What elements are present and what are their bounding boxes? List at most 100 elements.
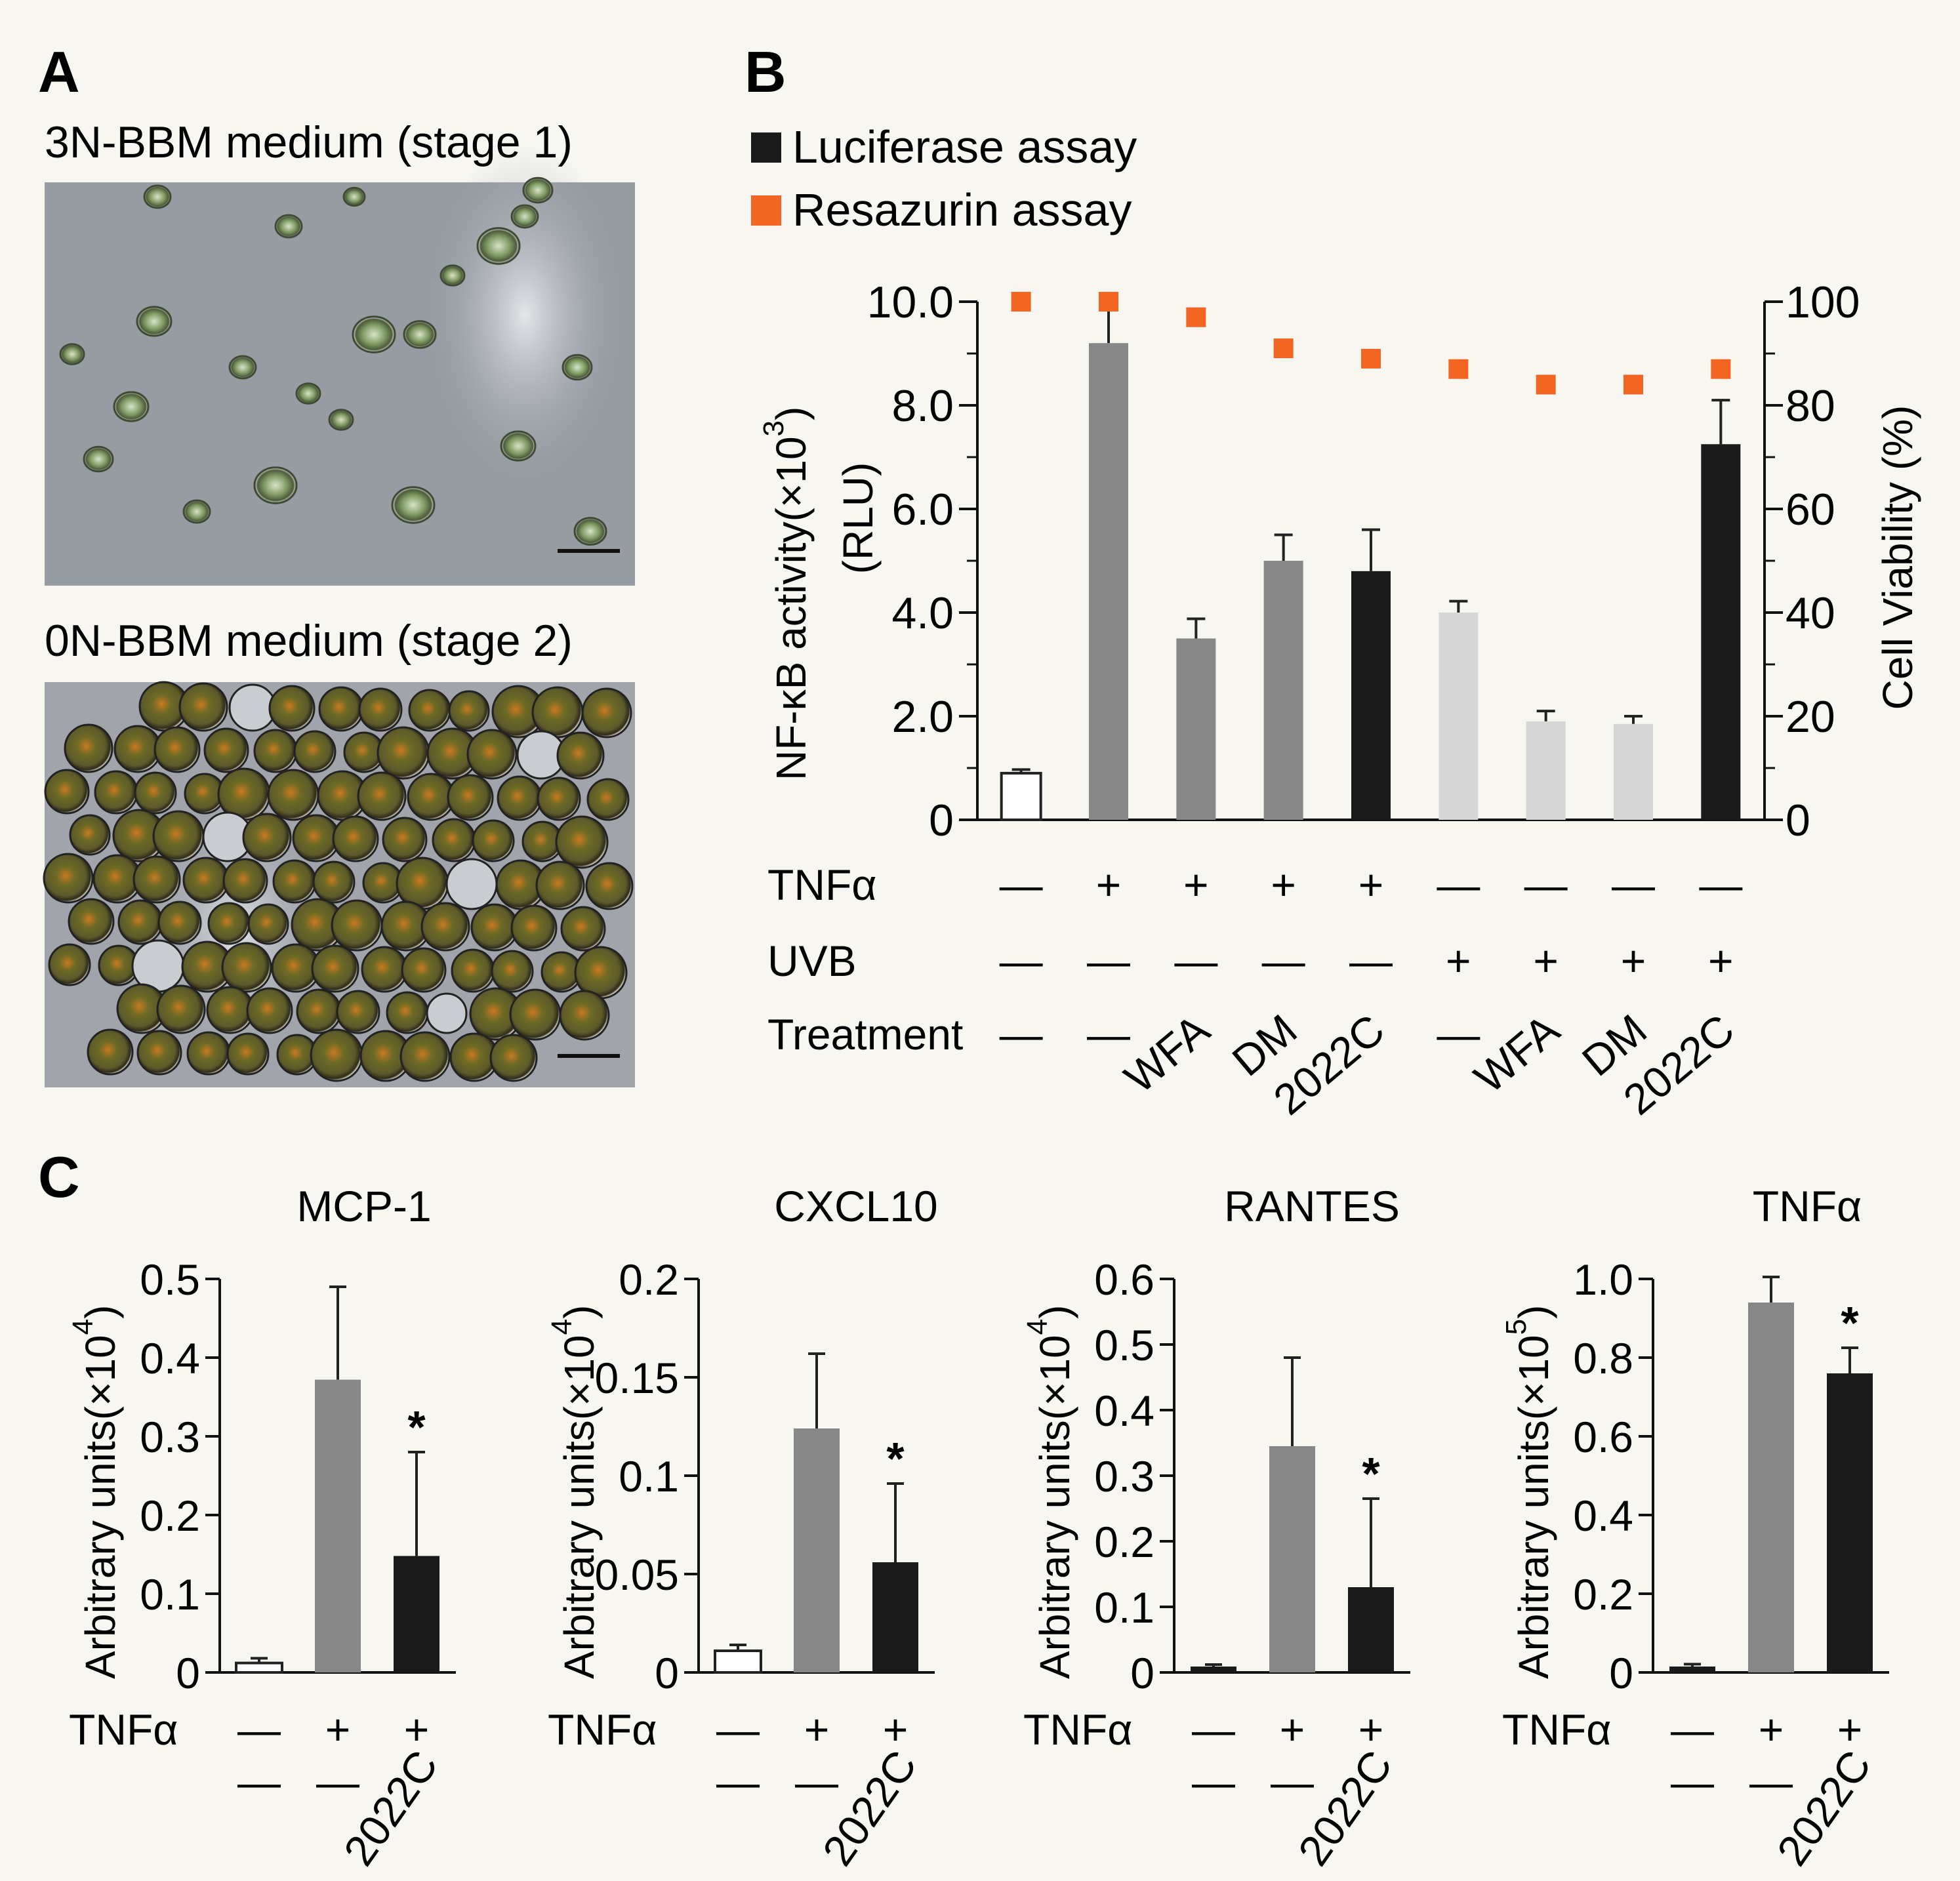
chart-mcp-1: MCP-1 Arbitrary units(×104) 0 0.1 0.2 0.3 0.4 0… xyxy=(67,1182,456,1874)
cell xyxy=(391,486,436,524)
bar xyxy=(1669,1667,1715,1672)
bar xyxy=(1348,1587,1394,1672)
uvb-sign: + xyxy=(1533,937,1559,985)
tnf-sign: + xyxy=(325,1705,351,1754)
cell xyxy=(268,685,316,732)
cell xyxy=(247,903,289,945)
y-tick-label: 0.6 xyxy=(1094,1255,1154,1304)
y-right-tick-label: 100 xyxy=(1786,277,1860,327)
cell xyxy=(445,858,498,910)
row-label-tnf: TNFα xyxy=(548,1705,657,1754)
cell xyxy=(253,729,298,773)
cell xyxy=(361,946,408,993)
y-tick-label: 0.5 xyxy=(1094,1321,1154,1369)
chart-tnf-: TNFα Arbitrary units(×105) 0 0.2 0.4 0.6 0.8 1.… xyxy=(1500,1182,1889,1874)
treatment-label: — xyxy=(237,1758,281,1806)
cell xyxy=(328,409,354,431)
cell xyxy=(586,778,630,821)
cell xyxy=(133,855,181,904)
cell xyxy=(113,391,150,422)
treatment-label: WFA xyxy=(1465,1005,1568,1102)
uvb-sign: — xyxy=(1087,937,1130,985)
cell xyxy=(152,810,205,862)
bar-luciferase xyxy=(1526,721,1566,820)
cell xyxy=(207,902,251,945)
y-right-axis-label: Cell Viability (%) xyxy=(1874,405,1921,710)
cell xyxy=(43,853,94,904)
cell xyxy=(292,814,340,862)
cell xyxy=(311,944,359,993)
bar-luciferase xyxy=(1089,343,1128,820)
y-left-tick-label: 6.0 xyxy=(891,485,954,535)
cell xyxy=(470,903,519,952)
legend-swatch-resazurin xyxy=(751,195,781,226)
legend-swatch-luciferase xyxy=(751,132,781,163)
cell xyxy=(182,857,230,904)
tnf-sign: + xyxy=(1280,1705,1305,1754)
bar-luciferase xyxy=(1263,561,1303,820)
y-tick-label: 0.1 xyxy=(140,1570,200,1619)
cell xyxy=(509,988,561,1041)
y-left-tick-label: 4.0 xyxy=(891,588,954,638)
cell xyxy=(153,726,201,773)
chart-rantes: RANTES Arbitrary units(×104) 0 0.1 0.2 0.3 0.4… xyxy=(1021,1182,1410,1874)
tnf-sign: + xyxy=(804,1705,830,1754)
row-label-tnf: TNFα xyxy=(1023,1705,1132,1754)
tnf-sign: + xyxy=(404,1705,430,1754)
treatment-label: — xyxy=(1437,1010,1480,1059)
panel-label-c: C xyxy=(38,1144,80,1209)
y-tick-label: 0.8 xyxy=(1573,1334,1633,1383)
cell xyxy=(352,315,396,354)
y-left-tick-label: 10.0 xyxy=(867,277,954,327)
y-tick-label: 0.1 xyxy=(619,1452,679,1501)
bar-luciferase xyxy=(1000,771,1042,822)
y-tick-label: 0.4 xyxy=(1094,1386,1154,1435)
tnf-sign: + xyxy=(883,1705,909,1754)
treatment-label: — xyxy=(316,1758,359,1806)
y-right-tick-label: 0 xyxy=(1786,796,1810,845)
cell xyxy=(559,990,610,1041)
treatment-label: — xyxy=(1671,1758,1714,1806)
uvb-sign: + xyxy=(1621,937,1646,985)
cell xyxy=(186,1031,231,1076)
y-right-tick-label: 20 xyxy=(1786,692,1835,742)
cell xyxy=(510,204,539,229)
cell xyxy=(491,950,534,993)
y-tick-label: 0.4 xyxy=(1573,1491,1633,1540)
tnf-sign: — xyxy=(1612,860,1655,909)
cell xyxy=(537,777,581,821)
cell xyxy=(447,774,494,821)
treatment-label: — xyxy=(1087,1010,1130,1059)
y-left-tick-label: 2.0 xyxy=(891,692,954,742)
tnf-sign: + xyxy=(1183,860,1209,909)
cell xyxy=(535,860,585,910)
cell xyxy=(382,817,428,862)
y-axis-label-close: ) xyxy=(1510,1305,1557,1319)
row-label-tnf: TNFα xyxy=(69,1705,178,1754)
cell xyxy=(293,730,337,773)
tnf-sign: + xyxy=(1358,860,1384,909)
marker-resazurin xyxy=(1361,348,1381,369)
marker-resazurin xyxy=(1273,338,1294,359)
caption-stage1: 3N-BBM medium (stage 1) xyxy=(45,117,573,167)
y-tick-label: 0.2 xyxy=(140,1491,200,1540)
legend-luciferase: Luciferase assay xyxy=(792,121,1137,172)
cell xyxy=(272,859,317,904)
cell xyxy=(336,990,380,1034)
y-axis-label: Arbitrary units(×104) xyxy=(546,1305,603,1679)
cell xyxy=(113,725,162,773)
cell xyxy=(573,517,607,546)
cell xyxy=(399,1031,451,1082)
cell xyxy=(560,906,606,952)
y-axis-label-exp: 4 xyxy=(546,1319,578,1335)
bar xyxy=(1827,1373,1873,1672)
bar xyxy=(1191,1667,1236,1672)
y-tick-label: 0 xyxy=(655,1649,679,1697)
tnf-sign: — xyxy=(1192,1705,1235,1754)
cell xyxy=(561,354,593,381)
cell xyxy=(585,862,634,910)
tnf-sign: — xyxy=(1671,1705,1714,1754)
cell xyxy=(295,382,321,405)
cell xyxy=(332,815,379,862)
y-tick-label: 0.5 xyxy=(140,1255,200,1304)
